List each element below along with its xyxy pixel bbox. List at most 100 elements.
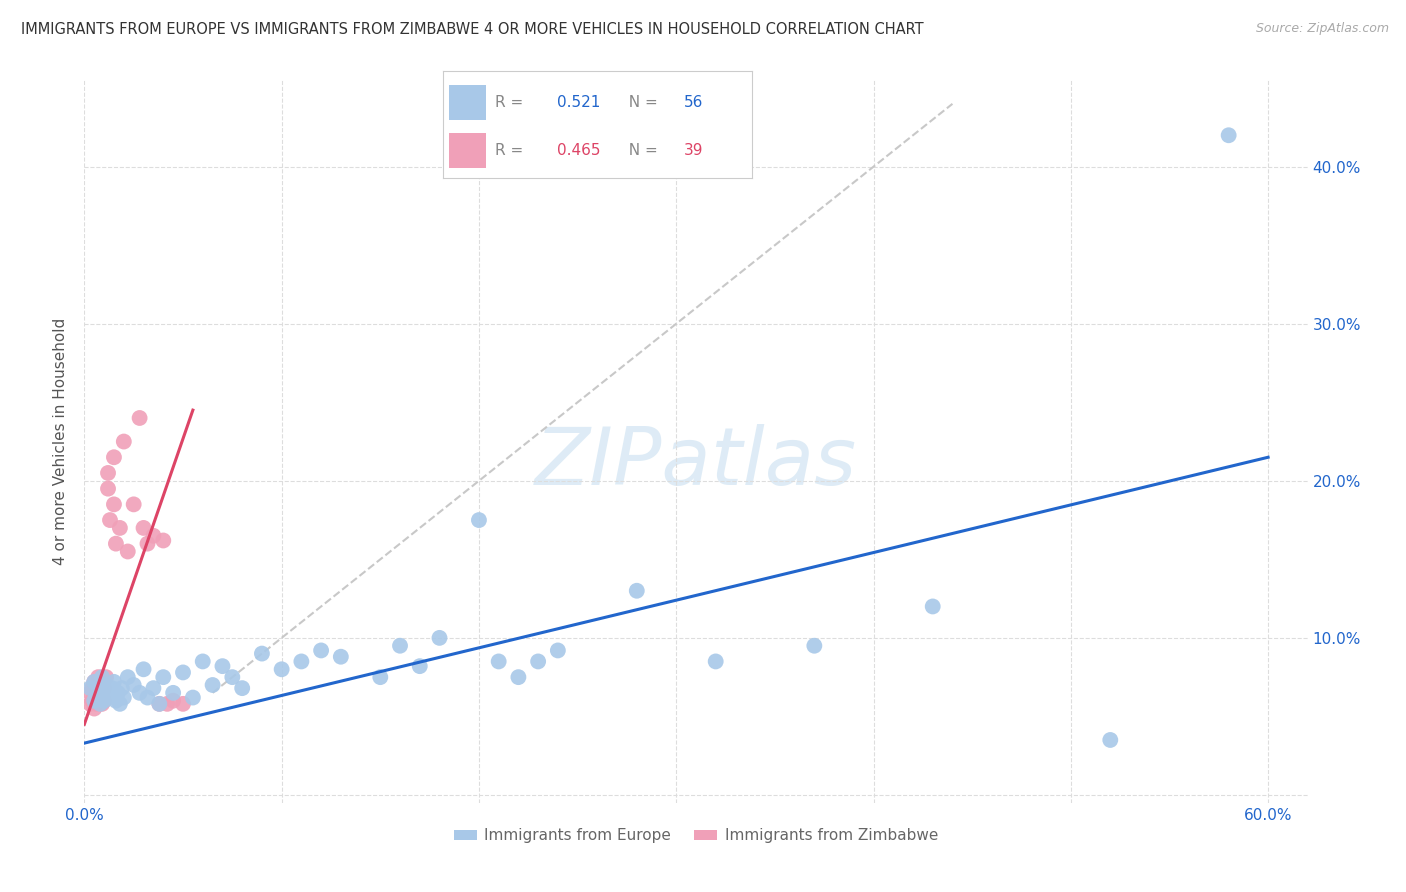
Point: [97, 466, 120, 480]
Point: [94, 678, 117, 692]
Point: [122, 678, 145, 692]
Point: [1099, 733, 1122, 747]
Point: [97, 482, 120, 496]
Point: [93, 694, 115, 708]
Point: [117, 670, 139, 684]
Point: [89, 697, 111, 711]
Point: [704, 655, 727, 669]
FancyBboxPatch shape: [449, 86, 486, 120]
Point: [87, 686, 110, 700]
Point: [1218, 128, 1240, 143]
Text: 0.521: 0.521: [557, 95, 600, 110]
Point: [107, 686, 129, 700]
Point: [626, 583, 648, 598]
Y-axis label: 4 or more Vehicles in Household: 4 or more Vehicles in Household: [53, 318, 69, 566]
Point: [122, 497, 145, 511]
Point: [527, 655, 550, 669]
Point: [128, 686, 150, 700]
Point: [191, 655, 214, 669]
Point: [389, 639, 412, 653]
Point: [148, 697, 170, 711]
Point: [368, 670, 391, 684]
Point: [89, 678, 111, 692]
FancyBboxPatch shape: [449, 134, 486, 168]
Point: [211, 659, 233, 673]
Point: [250, 647, 273, 661]
Point: [79, 686, 101, 700]
Point: [111, 681, 134, 695]
Point: [84, 678, 107, 692]
Point: [103, 674, 125, 689]
Point: [79, 697, 101, 711]
Point: [152, 533, 174, 548]
Point: [409, 659, 432, 673]
Text: N =: N =: [619, 95, 662, 110]
Point: [508, 670, 530, 684]
Point: [98, 513, 121, 527]
Point: [162, 686, 184, 700]
Point: [270, 662, 292, 676]
Point: [132, 662, 155, 676]
Point: [84, 697, 107, 711]
Point: [87, 694, 110, 708]
Point: [89, 690, 111, 705]
Point: [82, 694, 104, 708]
Point: [93, 681, 115, 695]
Point: [112, 434, 135, 449]
Point: [104, 694, 127, 708]
Point: [91, 686, 114, 700]
Point: [94, 670, 117, 684]
Point: [172, 665, 194, 680]
Point: [87, 681, 110, 695]
Point: [132, 521, 155, 535]
Point: [101, 681, 124, 695]
Point: [309, 643, 332, 657]
Point: [142, 681, 165, 695]
Point: [429, 631, 451, 645]
Text: R =: R =: [495, 143, 529, 158]
Text: 0.465: 0.465: [557, 143, 600, 158]
Point: [148, 697, 170, 711]
Point: [488, 655, 510, 669]
Text: ZIPatlas: ZIPatlas: [534, 425, 858, 502]
Point: [112, 690, 135, 705]
Point: [290, 655, 312, 669]
Point: [156, 697, 179, 711]
Point: [91, 697, 114, 711]
Point: [87, 670, 110, 684]
Point: [329, 649, 352, 664]
Point: [83, 674, 105, 689]
Point: [83, 694, 105, 708]
Point: [83, 701, 105, 715]
Point: [152, 670, 174, 684]
Text: 56: 56: [685, 95, 703, 110]
Point: [103, 497, 125, 511]
Point: [181, 690, 204, 705]
Point: [172, 697, 194, 711]
Point: [97, 690, 120, 705]
Point: [142, 529, 165, 543]
Point: [136, 536, 159, 550]
Point: [547, 643, 569, 657]
Point: [82, 681, 104, 695]
Point: [803, 639, 825, 653]
Point: [89, 678, 111, 692]
Point: [98, 686, 121, 700]
Point: [91, 686, 114, 700]
Point: [468, 513, 491, 527]
Point: [231, 681, 253, 695]
Point: [108, 697, 131, 711]
Point: [921, 599, 943, 614]
Point: [93, 681, 115, 695]
Point: [103, 450, 125, 465]
Point: [104, 536, 127, 550]
Point: [91, 670, 114, 684]
Point: [79, 681, 101, 695]
Text: N =: N =: [619, 143, 662, 158]
Point: [117, 544, 139, 558]
Point: [201, 678, 224, 692]
Text: IMMIGRANTS FROM EUROPE VS IMMIGRANTS FROM ZIMBABWE 4 OR MORE VEHICLES IN HOUSEHO: IMMIGRANTS FROM EUROPE VS IMMIGRANTS FRO…: [21, 22, 924, 37]
Point: [93, 694, 115, 708]
Text: Source: ZipAtlas.com: Source: ZipAtlas.com: [1256, 22, 1389, 36]
Text: 39: 39: [685, 143, 703, 158]
